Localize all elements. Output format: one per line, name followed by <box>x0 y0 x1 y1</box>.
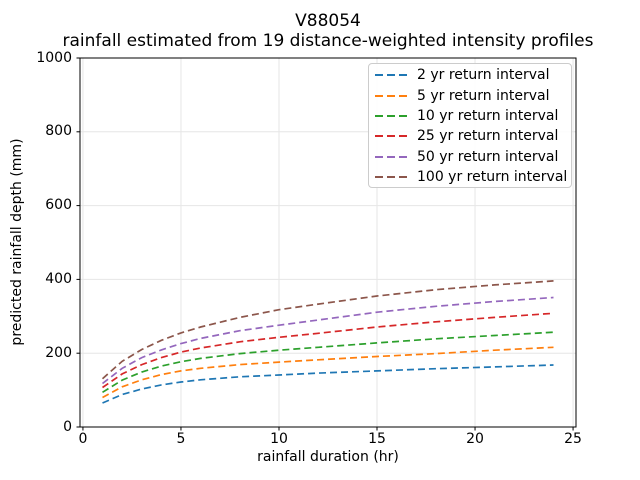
legend-item-label: 100 yr return interval <box>417 169 568 186</box>
legend: 2 yr return interval 5 yr return interval… <box>368 63 572 188</box>
legend-item: 5 yr return interval <box>369 85 571 105</box>
chart-title-block: V88054 rainfall estimated from 19 distan… <box>62 11 594 51</box>
legend-item: 25 yr return interval <box>369 126 571 146</box>
legend-item-label: 50 yr return interval <box>417 148 559 165</box>
legend-item-label: 2 yr return interval <box>417 67 550 84</box>
legend-item-label: 5 yr return interval <box>417 87 550 104</box>
series-line-50yr <box>101 296 554 385</box>
y-tick-label: 1000 <box>36 49 72 66</box>
y-tick-label: 400 <box>45 270 72 287</box>
x-tick-label: 0 <box>78 431 88 447</box>
x-tick-label: 15 <box>368 431 386 447</box>
series-line-100yr <box>101 280 554 380</box>
x-tick-label: 25 <box>564 431 582 447</box>
legend-item-label: 25 yr return interval <box>417 128 559 145</box>
chart-title: V88054 <box>295 11 361 31</box>
legend-item-label: 10 yr return interval <box>417 107 559 124</box>
legend-item: 10 yr return interval <box>369 106 571 126</box>
x-tick-label: 10 <box>270 431 288 447</box>
legend-dash-swatch <box>375 114 407 117</box>
y-tick-label: 800 <box>45 123 72 140</box>
plot-box-spines <box>79 57 577 428</box>
legend-dash-swatch <box>375 94 407 97</box>
y-tick-label: 600 <box>45 197 72 214</box>
series-lines <box>101 280 554 404</box>
chart-subtitle: rainfall estimated from 19 distance-weig… <box>62 30 594 51</box>
legend-dash-swatch <box>375 74 407 77</box>
legend-item: 50 yr return interval <box>369 147 571 167</box>
x-tick-label: 20 <box>466 431 484 447</box>
series-line-5yr <box>102 346 554 399</box>
legend-item: 2 yr return interval <box>369 65 571 85</box>
series-line-25yr <box>102 312 554 389</box>
x-tick-label: 5 <box>176 431 186 447</box>
legend-dash-swatch <box>375 176 407 179</box>
legend-dash-swatch <box>375 155 407 158</box>
y-axis-label: predicted rainfall depth (mm) <box>9 138 25 346</box>
series-line-10yr <box>102 331 554 394</box>
y-tick-label: 200 <box>45 344 72 361</box>
series-line-2yr <box>102 364 554 404</box>
x-axis-label: rainfall duration (hr) <box>257 449 399 465</box>
axes-spines-and-ticks <box>76 57 577 431</box>
legend-dash-swatch <box>375 135 407 138</box>
legend-item: 100 yr return interval <box>369 167 571 187</box>
y-tick-label: 0 <box>63 418 72 435</box>
